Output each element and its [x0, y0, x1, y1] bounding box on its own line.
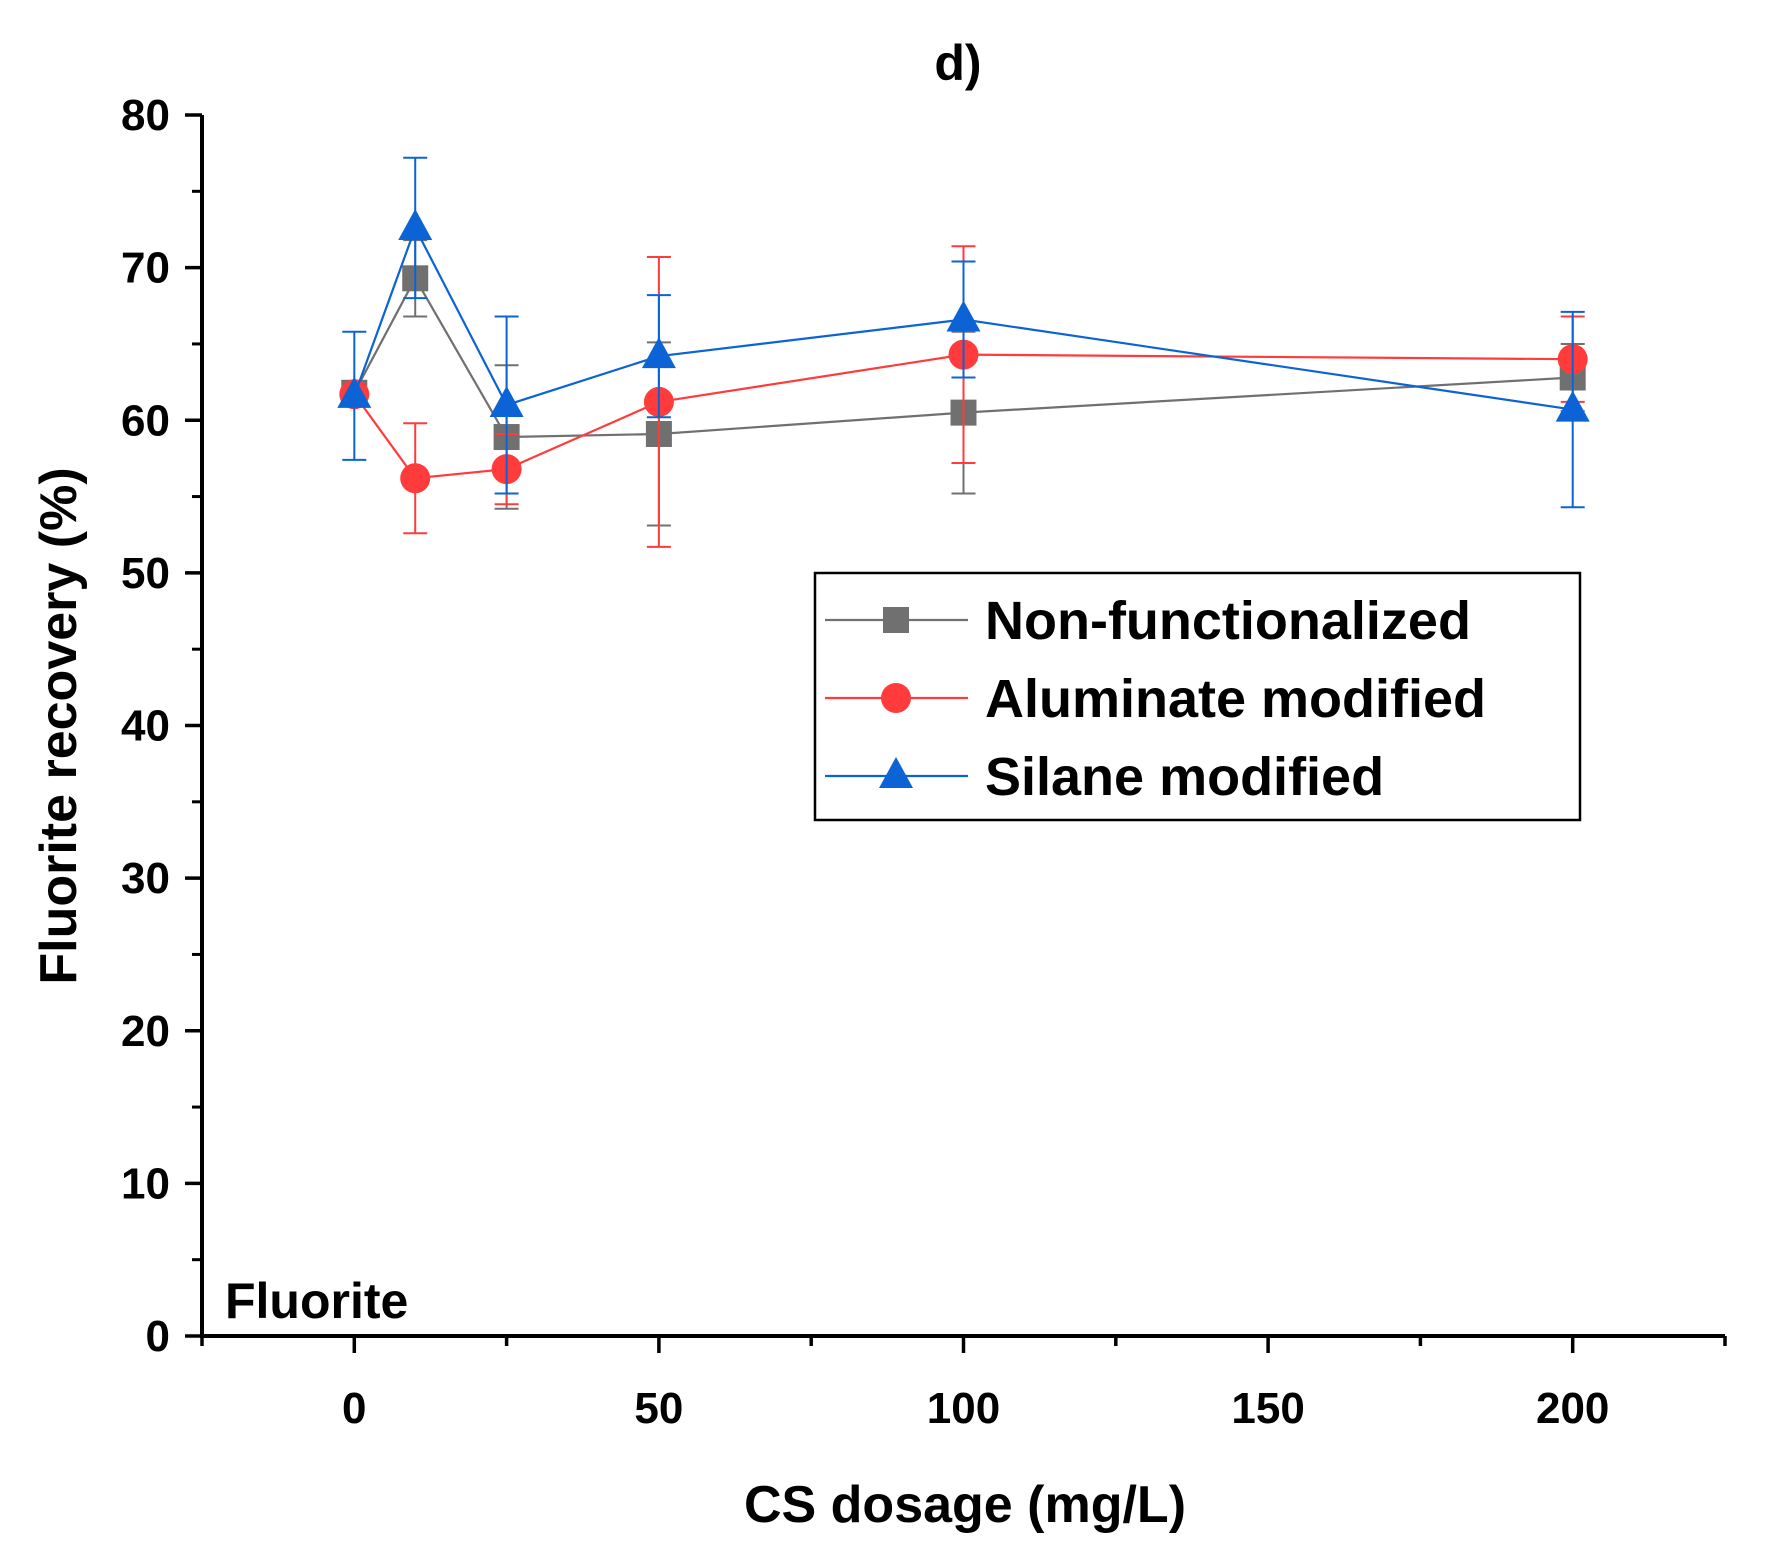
y-axis-title: Fluorite recovery (%) [30, 467, 88, 984]
x-tick-label: 200 [1536, 1384, 1609, 1433]
data-point [337, 376, 372, 408]
y-ticks: 0 10 20 30 40 50 60 70 80 [121, 91, 202, 1361]
legend-label: Aluminate modified [985, 669, 1486, 729]
y-tick-label: 20 [121, 1007, 170, 1056]
x-tick-label: 150 [1231, 1384, 1304, 1433]
legend-marker [879, 757, 913, 788]
legend-marker [881, 683, 911, 713]
x-axis-title: CS dosage (mg/L) [744, 1476, 1186, 1534]
series-silane-modified [337, 156, 1590, 509]
y-tick-label: 30 [121, 854, 170, 903]
y-tick-label: 40 [121, 702, 170, 751]
chart-title: d) [934, 35, 981, 91]
legend-item-silane-modified: Silane modified [825, 747, 1384, 807]
data-point [641, 337, 676, 369]
x-tick-label: 50 [634, 1384, 683, 1433]
data-point [946, 300, 981, 332]
data-point [1555, 390, 1590, 422]
y-tick-label: 50 [121, 549, 170, 598]
series-line [353, 353, 1573, 480]
x-tick-label: 0 [342, 1384, 366, 1433]
legend-marker [883, 607, 909, 633]
y-tick-label: 60 [121, 396, 170, 445]
legend-items: Non-functionalized Aluminate modified Sila… [825, 591, 1486, 807]
legend-box [813, 571, 1582, 822]
axes: 0 10 20 30 40 50 60 70 80 0 50 100 150 200 [121, 91, 1727, 1433]
y-tick-label: 70 [121, 244, 170, 293]
data-point [400, 463, 431, 494]
series-line [353, 225, 1573, 411]
legend-label: Silane modified [985, 747, 1384, 807]
legend-item-non-functionalized: Non-functionalized [825, 591, 1471, 651]
legend-item-aluminate-modified: Aluminate modified [825, 669, 1486, 729]
x-tick-label: 100 [927, 1384, 1000, 1433]
y-tick-label: 10 [121, 1159, 170, 1208]
legend-label: Non-functionalized [985, 591, 1471, 651]
legend: Non-functionalized Aluminate modified Sila… [813, 571, 1582, 822]
y-tick-label: 80 [121, 91, 170, 140]
data-point [489, 385, 524, 417]
data-point [398, 208, 433, 240]
fluorite-annotation: Fluorite [225, 1273, 408, 1329]
plot-area [337, 156, 1590, 548]
x-ticks: 0 50 100 150 200 [200, 1336, 1727, 1433]
y-tick-label: 0 [146, 1312, 170, 1361]
